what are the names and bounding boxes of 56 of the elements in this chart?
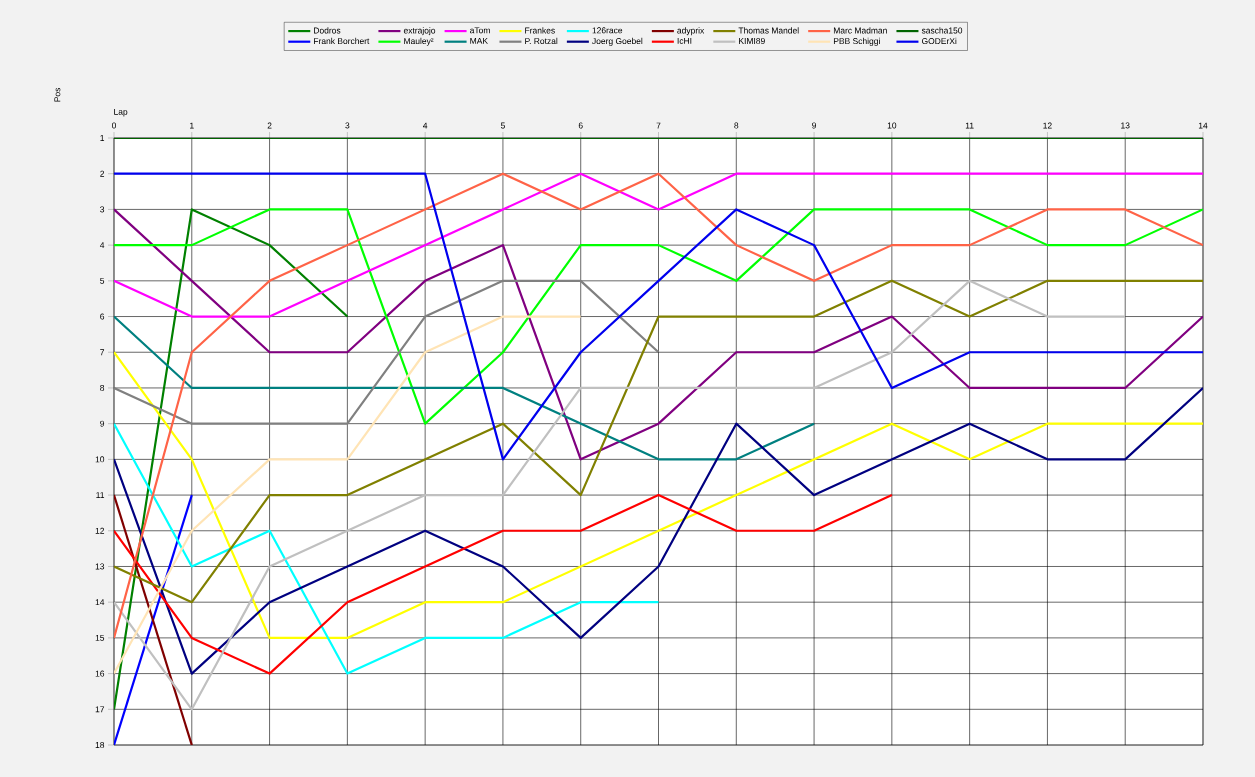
legend-label: Marc Madman xyxy=(833,27,887,34)
x-tick-label: 4 xyxy=(422,122,428,129)
x-tick-label: 12 xyxy=(1043,122,1052,129)
legend-label: Dodros xyxy=(314,27,341,34)
x-tick-label: 7 xyxy=(656,122,661,129)
y-tick-label: 17 xyxy=(95,706,105,713)
legend-label: extrajojo xyxy=(403,27,436,36)
y-tick-label: 4 xyxy=(99,242,105,249)
y-tick-label: 3 xyxy=(100,206,105,213)
line-series xyxy=(114,422,660,675)
y-tick-label: 1 xyxy=(100,135,105,141)
legend-label: IcHI xyxy=(677,38,692,44)
legend-label: sascha150 xyxy=(921,27,963,34)
y-tick-label: 12 xyxy=(95,527,105,534)
x-tick-label: 1 xyxy=(190,122,194,129)
legend-label: adyprix xyxy=(677,27,705,36)
y-tick-label: 5 xyxy=(100,277,105,284)
legend-label: aTom xyxy=(470,27,490,34)
y-tick-label: 9 xyxy=(100,420,105,427)
legend-label: GODErXi xyxy=(921,37,957,45)
legend-label: Thomas Mandel xyxy=(738,27,799,34)
legend-label: Frankes xyxy=(525,27,555,34)
y-tick-label: 2 xyxy=(100,170,105,177)
legend-label: P. Rotzal xyxy=(525,37,558,45)
y-tick-label: 14 xyxy=(95,599,105,606)
legend-label: Joerg Goebel xyxy=(592,37,643,46)
legend-label: Mauley² xyxy=(404,37,434,46)
y-tick-label: 8 xyxy=(100,384,105,391)
x-tick-label: 11 xyxy=(965,122,974,129)
y-tick-label: 13 xyxy=(95,563,105,570)
x-tick-label: 14 xyxy=(1198,122,1208,129)
x-tick-label: 6 xyxy=(578,122,583,129)
y-tick-label: 10 xyxy=(95,456,105,463)
y-tick-label: 11 xyxy=(96,492,105,498)
y-axis-title: Pos xyxy=(54,87,61,102)
legend-label: Frank Borchert xyxy=(314,37,370,45)
y-tick-label: 16 xyxy=(95,670,105,677)
legend-label: 126race xyxy=(592,27,623,34)
x-tick-label: 3 xyxy=(345,122,350,129)
x-tick-label: 8 xyxy=(734,122,739,129)
x-tick-label: 13 xyxy=(1121,122,1130,129)
legend-label: KIMI89 xyxy=(739,37,765,44)
x-axis-title: Lap xyxy=(114,108,128,117)
legend-label: PBB Schiggi xyxy=(833,37,880,46)
x-tick-label: 9 xyxy=(812,122,817,129)
line-series xyxy=(114,208,349,711)
x-tick-label: 0 xyxy=(111,122,117,129)
y-tick-label: 18 xyxy=(95,742,105,748)
y-tick-label: 7 xyxy=(100,349,105,356)
y-tick-label: 15 xyxy=(95,634,105,641)
y-tick-label: 6 xyxy=(100,313,105,320)
legend-label: MAK xyxy=(470,38,488,44)
x-tick-label: 10 xyxy=(887,122,897,129)
line-series xyxy=(114,315,582,675)
x-tick-label: 5 xyxy=(500,122,505,129)
x-tick-label: 2 xyxy=(267,122,272,129)
